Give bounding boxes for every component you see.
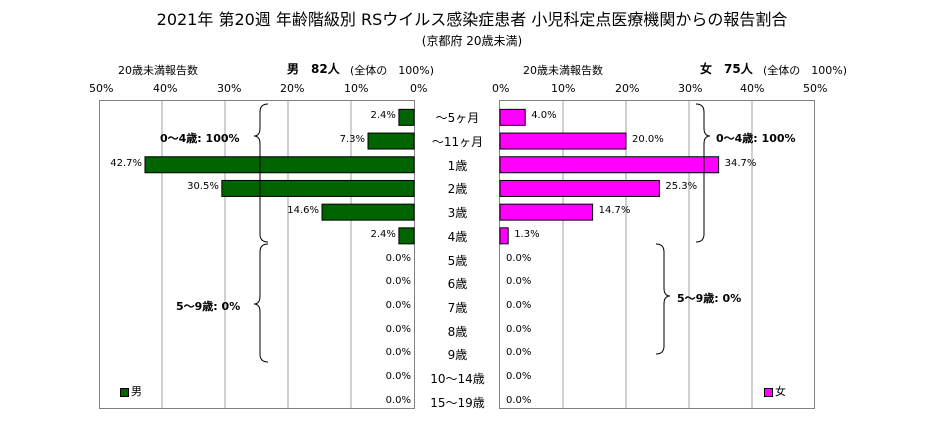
- female-bar: [499, 156, 720, 174]
- male-value-label: 2.4%: [370, 110, 396, 122]
- male-value-label: 0.0%: [385, 347, 411, 359]
- male-tick-40: 40%: [153, 82, 178, 95]
- category-label: 7歳: [447, 300, 468, 315]
- legend-male: 男: [120, 383, 142, 399]
- male-tick-50: 50%: [89, 82, 114, 95]
- female-value-label: 0.0%: [506, 252, 532, 264]
- category-label: 1歳: [447, 158, 468, 173]
- male-bar: [144, 156, 415, 174]
- female-value-label: 0.0%: [506, 323, 532, 335]
- female-plot-area: [499, 100, 815, 409]
- chart-title: 2021年 第20週 年齢階級別 RSウイルス感染症患者 小児科定点医療機関から…: [156, 10, 788, 29]
- legend-male-swatch: [120, 387, 129, 397]
- male-bar: [321, 203, 415, 221]
- male-bracket-5-9: [253, 243, 269, 363]
- female-bar: [499, 132, 627, 150]
- male-tick-20: 20%: [280, 82, 305, 95]
- male-annotation-0-4: 0～4歳: 100%: [160, 132, 240, 145]
- legend-female-swatch: [764, 387, 773, 397]
- male-tick-30: 30%: [217, 82, 242, 95]
- female-tick-20: 20%: [615, 82, 640, 95]
- male-value-label: 0.0%: [385, 371, 411, 383]
- female-bar: [499, 227, 509, 245]
- category-label: 6歳: [447, 277, 468, 292]
- male-value-label: 14.6%: [287, 205, 320, 217]
- female-value-label: 0.0%: [506, 276, 532, 288]
- category-label: 8歳: [447, 324, 468, 339]
- male-value-label: 30.5%: [187, 181, 219, 193]
- female-header-total: (全体の 100%): [763, 64, 848, 77]
- category-label: 4歳: [447, 229, 468, 244]
- category-label: 15～19歳: [430, 395, 485, 410]
- male-value-label: 7.3%: [339, 134, 366, 146]
- male-annotation-5-9: 5～9歳: 0%: [176, 300, 241, 313]
- female-bar: [499, 108, 526, 126]
- male-header-label: 20歳未満報告数: [118, 64, 198, 77]
- male-tick-10: 10%: [344, 82, 369, 95]
- female-value-label: 25.3%: [665, 181, 698, 193]
- male-value-label: 0.0%: [385, 276, 411, 288]
- female-value-label: 0.0%: [506, 347, 532, 359]
- female-bracket-5-9: [655, 243, 671, 355]
- female-tick-10: 10%: [551, 82, 576, 95]
- male-value-label: 42.7%: [110, 157, 142, 169]
- male-plot-area: [99, 100, 415, 409]
- male-header-total: (全体の 100%): [350, 64, 435, 77]
- female-value-label: 1.3%: [514, 228, 540, 240]
- category-label: ～11ヶ月: [431, 135, 484, 150]
- female-bar: [499, 179, 660, 197]
- male-value-label: 0.0%: [385, 252, 411, 264]
- male-bar: [398, 227, 415, 245]
- female-bar: [499, 203, 594, 221]
- category-label: 5歳: [447, 253, 468, 268]
- legend-female: 女: [764, 383, 786, 399]
- female-header-count: 女 75人: [700, 62, 753, 76]
- male-bar: [398, 108, 415, 126]
- female-tick-40: 40%: [740, 82, 765, 95]
- female-value-label: 0.0%: [506, 394, 532, 406]
- male-header-count: 男 82人: [287, 62, 340, 76]
- male-value-label: 2.4%: [370, 228, 396, 240]
- female-bracket-0-4: [695, 103, 711, 243]
- female-value-label: 4.0%: [531, 110, 557, 122]
- chart-subtitle: (京都府 20歳未満): [421, 34, 523, 48]
- category-label: 9歳: [447, 348, 468, 363]
- female-value-label: 20.0%: [632, 134, 664, 146]
- male-bar: [367, 132, 415, 150]
- male-value-label: 0.0%: [385, 299, 411, 311]
- female-value-label: 0.0%: [506, 299, 532, 311]
- category-label: 2歳: [447, 182, 468, 197]
- female-value-label: 0.0%: [506, 371, 532, 383]
- female-tick-50: 50%: [803, 82, 828, 95]
- category-label: ～5ヶ月: [435, 111, 480, 126]
- male-bracket-0-4: [253, 103, 269, 243]
- category-label: 10～14歳: [430, 372, 485, 387]
- female-value-label: 34.7%: [724, 157, 757, 169]
- female-value-label: 14.7%: [598, 205, 631, 217]
- female-tick-30: 30%: [678, 82, 703, 95]
- male-value-label: 0.0%: [385, 323, 411, 335]
- category-label: 3歳: [447, 206, 468, 221]
- female-tick-0: 0%: [492, 82, 510, 95]
- female-header-label: 20歳未満報告数: [523, 64, 603, 77]
- female-annotation-0-4: 0～4歳: 100%: [716, 132, 796, 145]
- male-tick-0: 0%: [410, 82, 428, 95]
- male-value-label: 0.0%: [385, 394, 411, 406]
- female-annotation-5-9: 5～9歳: 0%: [677, 292, 742, 305]
- male-bar: [221, 179, 415, 197]
